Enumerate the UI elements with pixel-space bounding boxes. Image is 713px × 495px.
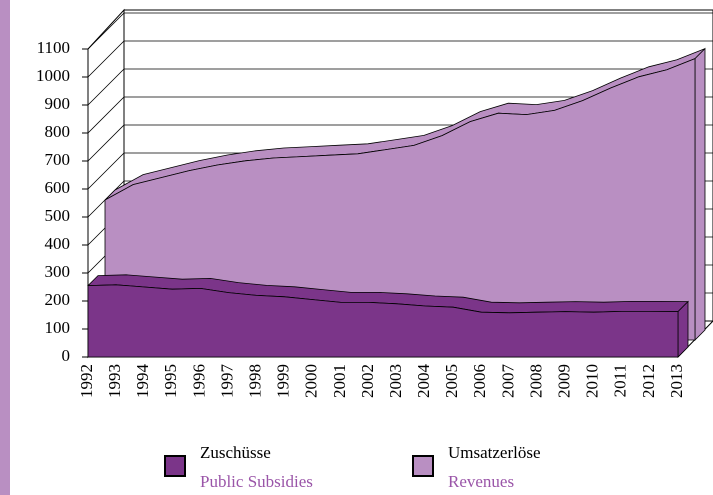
grid-line [87,40,713,78]
y-tick-label: 1000 [36,66,70,85]
y-tick-label: 200 [45,290,71,309]
grid-line [87,96,713,134]
grid-line [87,12,713,50]
y-tick-label: 0 [62,346,71,365]
y-tick-label: 500 [45,206,71,225]
side-stripe [0,0,10,495]
legend-swatch [164,455,186,477]
x-tick-label: 1996 [189,364,208,398]
x-tick-label: 1998 [245,364,264,398]
x-tick-label: 1995 [161,364,180,398]
y-tick-label: 300 [45,262,71,281]
x-tick-label: 2010 [583,364,602,398]
legend-label: Umsatzerlöse [448,443,541,462]
x-tick-label: 1993 [105,364,124,398]
x-tick-label: 1994 [133,364,152,399]
y-tick-label: 1100 [37,38,70,57]
x-tick-label: 1992 [77,364,96,398]
x-tick-label: 2006 [470,364,489,398]
x-tick-label: 2011 [611,364,630,397]
x-tick-label: 2012 [639,364,658,398]
y-tick-label: 700 [45,150,71,169]
x-tick-label: 2005 [442,364,461,398]
area-side [677,300,689,358]
grid-line [87,68,713,106]
x-tick-label: 1999 [274,364,293,398]
area [104,58,696,341]
x-tick-label: 2003 [386,364,405,398]
area [87,284,679,358]
legend-sublabel: Public Subsidies [200,472,313,491]
legend-swatch [412,455,434,477]
x-tick-label: 2001 [330,364,349,398]
legend-label: Zuschüsse [200,443,271,462]
y-tick-label: 100 [45,318,71,337]
y-tick-label: 800 [45,122,71,141]
x-tick-label: 2002 [358,364,377,398]
y-tick-label: 900 [45,94,71,113]
x-tick-label: 2000 [302,364,321,398]
x-tick-label: 2013 [667,364,686,398]
area-side [694,47,706,341]
x-tick-label: 1997 [217,364,236,399]
x-tick-label: 2009 [555,364,574,398]
y-tick-label: 400 [45,234,71,253]
x-tick-label: 2008 [526,364,545,398]
legend-sublabel: Revenues [448,472,514,491]
x-tick-label: 2007 [498,364,517,399]
x-tick-label: 2004 [414,364,433,399]
y-tick-label: 600 [45,178,71,197]
